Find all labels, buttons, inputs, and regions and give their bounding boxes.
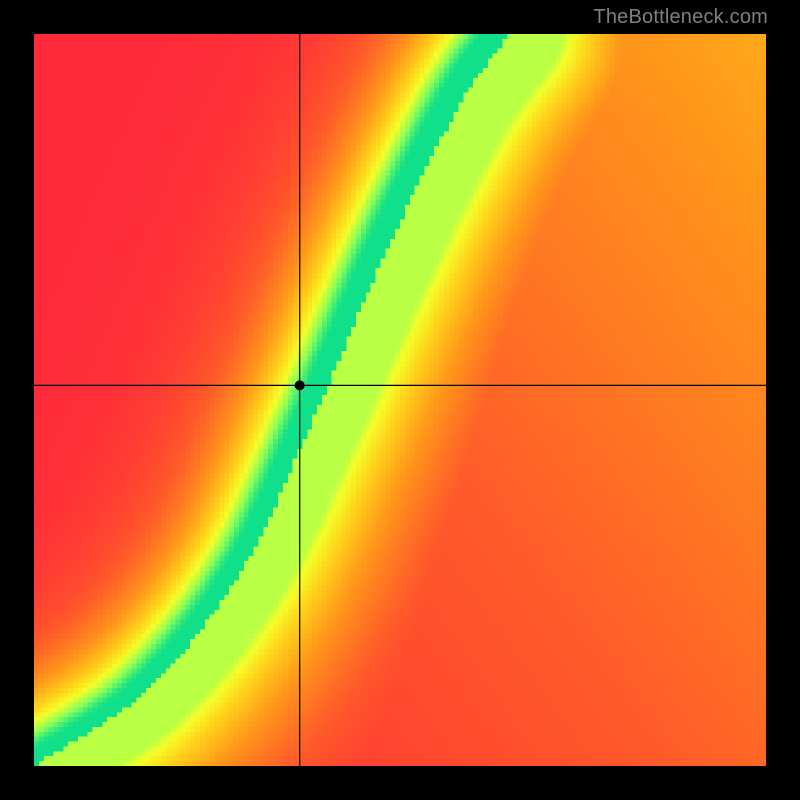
watermark-text: TheBottleneck.com bbox=[593, 6, 768, 29]
bottleneck-heatmap bbox=[34, 34, 766, 766]
chart-container: TheBottleneck.com bbox=[0, 0, 800, 800]
plot-area bbox=[34, 34, 766, 766]
